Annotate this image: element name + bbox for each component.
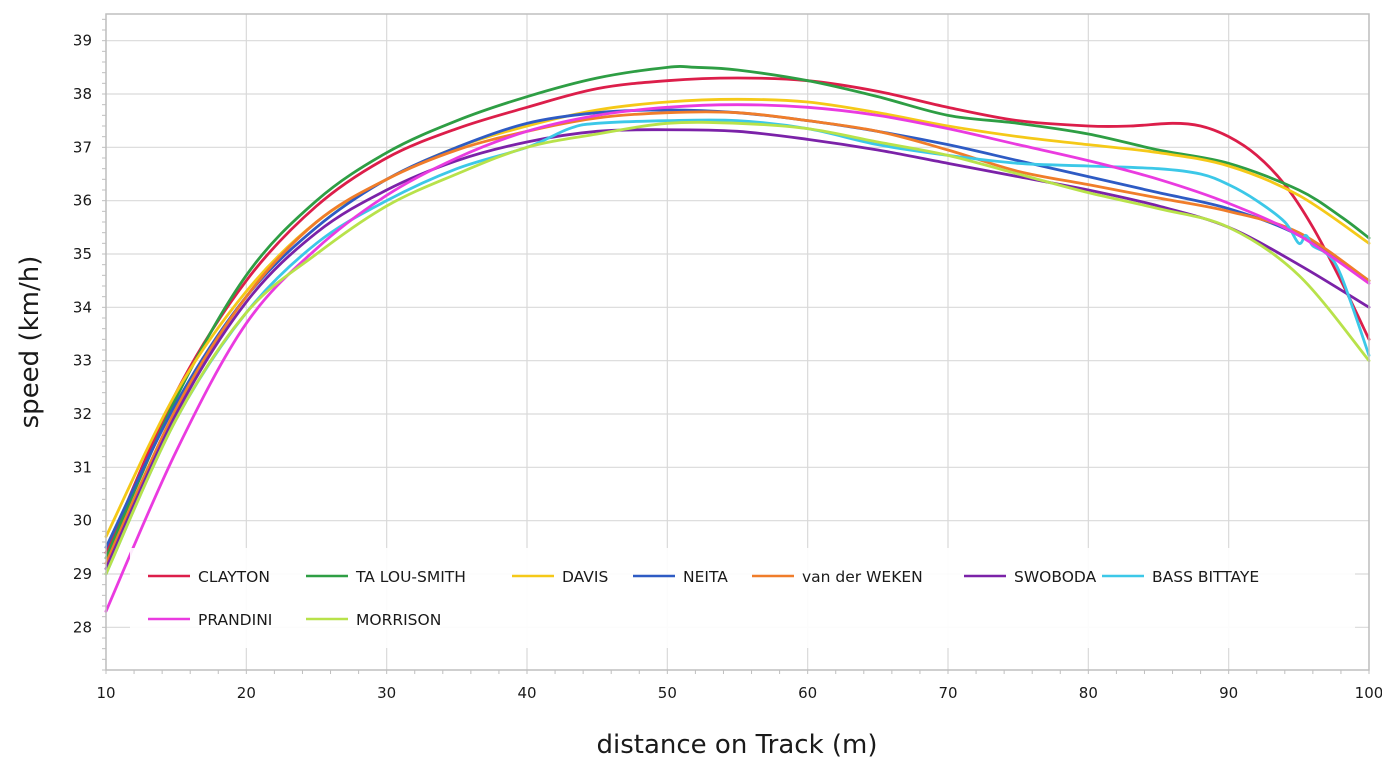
y-tick-label: 38 [73,85,92,103]
series-line-van-der-weken [104,110,1371,565]
series-line-ta-lou-smith [104,65,1371,560]
legend-label-morrison: MORRISON [356,611,441,629]
x-tick-label: 100 [1355,684,1382,702]
series-line-prandini [104,103,1371,613]
x-tick-label: 20 [237,684,256,702]
y-tick-label: 32 [73,405,92,423]
legend-label-ta-lou-smith: TA LOU-SMITH [355,568,466,586]
x-tick-label: 10 [96,684,115,702]
y-tick-label: 39 [73,32,92,50]
x-tick-label: 40 [517,684,536,702]
x-tick-label: 50 [658,684,677,702]
y-tick-label: 31 [73,458,92,476]
y-tick-label: 29 [73,565,92,583]
series-line-swoboda [104,128,1371,571]
legend-label-davis: DAVIS [562,568,608,586]
series-lines [104,65,1371,613]
x-axis-title: distance on Track (m) [597,730,878,760]
x-tick-label: 90 [1219,684,1238,702]
y-tick-label: 33 [73,352,92,370]
x-tick-labels: 10 20 30 40 50 60 70 80 90 100 [96,684,1382,702]
x-tick-label: 80 [1079,684,1098,702]
legend-label-clayton: CLAYTON [198,568,270,586]
y-tick-labels: 28 29 30 31 32 33 34 35 36 37 38 39 [73,32,92,637]
y-tick-label: 34 [73,298,92,316]
legend-label-bass-bittaye: BASS BITTAYE [1152,568,1259,586]
x-tick-label: 70 [938,684,957,702]
legend-label-prandini: PRANDINI [198,611,272,629]
x-tick-label: 60 [798,684,817,702]
y-tick-label: 36 [73,192,92,210]
y-tick-label: 37 [73,138,92,156]
y-axis-title: speed (km/h) [15,256,45,429]
y-tick-label: 30 [73,512,92,530]
legend-background [130,548,1355,648]
legend: CLAYTON TA LOU-SMITH DAVIS NEITA van der WEK… [130,548,1355,648]
legend-label-van-der-weken: van der WEKEN [802,568,923,586]
x-tick-label: 30 [377,684,396,702]
series-line-clayton [104,76,1371,555]
plot-frame [105,13,1370,671]
y-tick-label: 35 [73,245,92,263]
series-line-morrison [104,120,1371,576]
series-line-davis [104,97,1371,539]
legend-label-swoboda: SWOBODA [1014,568,1097,586]
legend-label-neita: NEITA [683,568,728,586]
y-tick-label: 28 [73,618,92,636]
